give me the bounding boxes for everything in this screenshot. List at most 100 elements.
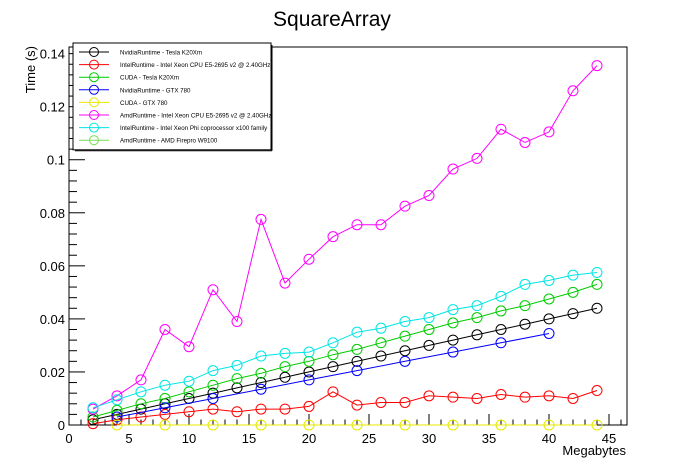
series-line [116, 333, 550, 418]
data-point [567, 269, 579, 281]
data-point [135, 398, 147, 410]
data-point [519, 318, 531, 330]
legend-item: NvidiaRuntime - GTX 780 [79, 84, 191, 95]
data-point [399, 419, 411, 431]
data-point [279, 347, 291, 359]
series-line [92, 307, 598, 421]
data-point [159, 392, 171, 404]
x-tick-label: 40 [542, 431, 556, 446]
data-point [495, 290, 507, 302]
legend-box [72, 42, 272, 151]
data-point [471, 329, 483, 341]
data-point [207, 284, 219, 296]
data-point [207, 403, 219, 415]
data-point [495, 305, 507, 317]
data-point [183, 406, 195, 418]
data-point [207, 379, 219, 391]
data-point [327, 337, 339, 349]
data-point [543, 126, 555, 138]
data-point [207, 392, 219, 404]
legend: NvidiaRuntime - Tesla K20Xm IntelRuntime … [72, 42, 273, 152]
data-point [351, 365, 363, 377]
data-point [255, 419, 267, 431]
data-point [543, 274, 555, 286]
legend-label: NvidiaRuntime - GTX 780 [120, 87, 191, 94]
data-point [447, 346, 459, 358]
x-tick-label: 45 [602, 431, 616, 446]
data-point [399, 200, 411, 212]
data-point [519, 391, 531, 403]
data-point [567, 392, 579, 404]
data-point [159, 419, 171, 431]
series-5 [87, 60, 603, 415]
data-point [423, 190, 435, 202]
legend-item: AmdRuntime - Intel Xeon CPU E5-2695 v2 @… [79, 110, 271, 120]
legend-marker [89, 110, 99, 120]
data-point [111, 419, 123, 431]
data-point [255, 403, 267, 415]
data-point [255, 377, 267, 389]
data-point [543, 313, 555, 325]
data-point [279, 371, 291, 383]
legend-item: NvidiaRuntime - Tesla K20Xm [79, 47, 202, 57]
data-point [495, 324, 507, 336]
data-point [303, 419, 315, 431]
data-point [591, 385, 603, 397]
data-point [567, 85, 579, 97]
chart-title: SquareArray [273, 8, 391, 31]
data-point [591, 266, 603, 278]
data-point [303, 253, 315, 265]
data-point [159, 324, 171, 336]
data-point [447, 419, 459, 431]
data-point [447, 163, 459, 175]
data-point [207, 419, 219, 431]
x-tick-label: 25 [362, 431, 376, 446]
data-point [87, 414, 99, 426]
data-point [375, 396, 387, 408]
data-point [471, 152, 483, 164]
data-point [159, 402, 171, 414]
x-tick-label: 0 [65, 431, 72, 446]
data-point [423, 312, 435, 324]
legend-item: IntelRuntime - Intel Xeon CPU E5-2695 v2… [79, 59, 270, 70]
legend-label: CUDA - Tesla K20Xm [120, 75, 179, 82]
data-point [351, 343, 363, 355]
legend-label: AmdRuntime - Intel Xeon CPU E5-2695 v2 @… [120, 113, 271, 120]
data-point [495, 419, 507, 431]
data-point [255, 350, 267, 362]
data-point [183, 341, 195, 353]
data-point [591, 302, 603, 314]
data-point [495, 388, 507, 400]
legend-marker [89, 135, 99, 146]
data-point [87, 402, 99, 414]
data-point [303, 366, 315, 378]
data-point [423, 390, 435, 402]
legend-label: IntelRuntime - Intel Xeon Phi coprocesso… [120, 125, 268, 132]
data-point [111, 394, 123, 406]
data-point [543, 293, 555, 305]
series-4 [111, 419, 603, 431]
data-point [255, 367, 267, 379]
data-point [495, 123, 507, 135]
x-tick-label: 35 [482, 431, 496, 446]
series-1 [87, 385, 603, 430]
data-point [351, 219, 363, 231]
data-point [519, 136, 531, 148]
y-tick-label: 0.12 [40, 100, 65, 115]
data-point [159, 379, 171, 391]
data-point [327, 386, 339, 398]
data-point [423, 324, 435, 336]
data-point [231, 406, 243, 418]
data-point [183, 386, 195, 398]
legend-item: CUDA - Tesla K20Xm [79, 72, 179, 83]
data-point [111, 404, 123, 416]
data-point [87, 418, 99, 430]
y-tick-label: 0.1 [47, 153, 65, 168]
data-point [87, 411, 99, 423]
legend-label: IntelRuntime - Intel Xeon CPU E5-2695 v2… [120, 62, 270, 69]
data-point [111, 390, 123, 402]
data-point [207, 365, 219, 377]
legend-item: IntelRuntime - Intel Xeon Phi coprocesso… [79, 122, 268, 133]
data-point [231, 359, 243, 371]
